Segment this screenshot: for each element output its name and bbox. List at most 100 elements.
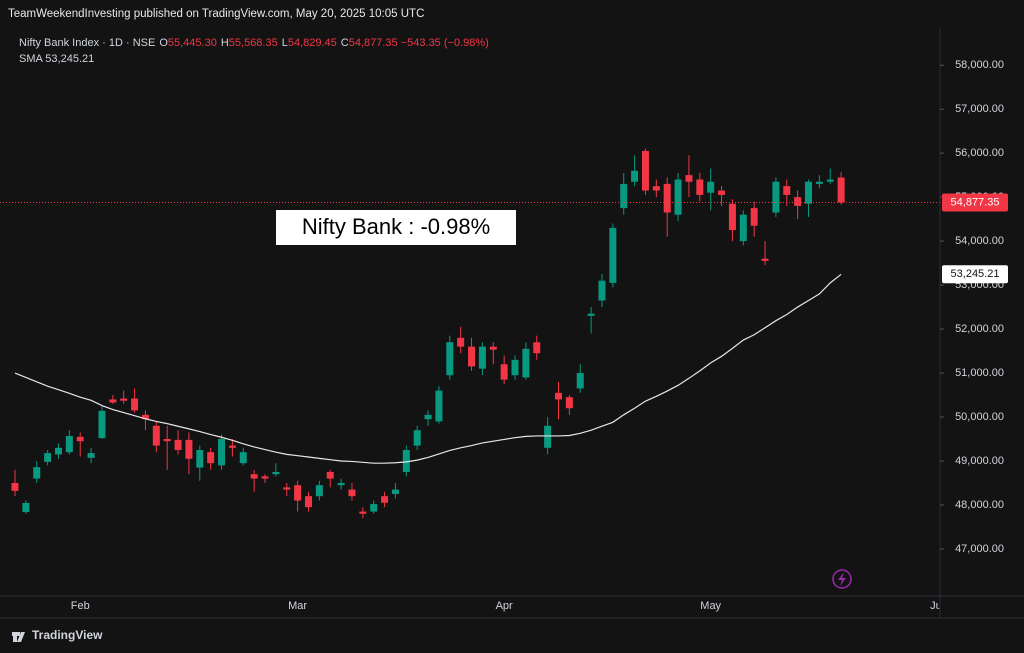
candle-body [620, 183, 628, 209]
candle-body [489, 346, 497, 350]
sma-value: 53,245.21 [45, 53, 95, 65]
y-tick-label: 51,000.00 [955, 367, 1004, 379]
x-tick-label: Apr [496, 600, 513, 612]
candle-body [468, 346, 476, 367]
candle-body [370, 504, 378, 512]
brand: TradingView [32, 628, 103, 642]
candle-body [228, 445, 236, 448]
ohlc-value: 54,877.35 [348, 37, 398, 49]
candle-body [565, 397, 573, 409]
candle-body [315, 485, 323, 497]
candle-body [522, 348, 530, 378]
candle-body [413, 430, 421, 446]
ohlc-value: 55,445.30 [167, 37, 217, 49]
candle-body [837, 177, 845, 203]
candle-body [783, 186, 791, 195]
alert-icon-bolt [838, 572, 846, 586]
annotation: Nifty Bank : -0.98% [302, 214, 490, 239]
candle-body [207, 452, 215, 464]
candle-body [652, 186, 660, 191]
candle-body [794, 197, 802, 206]
candle-body [65, 435, 73, 453]
y-tick-label: 49,000.00 [955, 455, 1004, 467]
candle-body [728, 203, 736, 231]
x-tick-label: Mar [288, 600, 307, 612]
candle-body [826, 179, 834, 182]
candle-body [109, 399, 117, 403]
y-tick-label: 56,000.00 [955, 147, 1004, 159]
y-tick-label: 48,000.00 [955, 499, 1004, 511]
ohlc-value: 55,568.35 [228, 37, 278, 49]
candle-body [185, 439, 193, 459]
candle-body [805, 181, 813, 204]
candle-body [348, 489, 356, 497]
candle-body [163, 438, 171, 442]
candle-body [141, 414, 149, 420]
candle-body [391, 489, 399, 494]
candle-body [174, 439, 182, 450]
legend-row: Nifty Bank Index · 1D · NSE O55,445.30 H55… [19, 35, 489, 51]
sma-tag-label: 53,245.21 [951, 268, 1000, 280]
candle-body [44, 453, 52, 462]
sma-name: SMA [19, 53, 43, 65]
candle-body [294, 485, 302, 501]
ohlc: O55,445.30 H55,568.35 L54,829.45 C54,877.35 [155, 37, 397, 49]
candle-body [631, 170, 639, 182]
candle-body [120, 398, 128, 401]
candle-body [359, 511, 367, 514]
candle-body [22, 502, 30, 513]
candle-body [131, 398, 139, 411]
candle-body [598, 280, 606, 301]
candle-body [555, 392, 562, 400]
symbol: Nifty Bank Index · 1D · NSE [19, 37, 156, 49]
candle-body [326, 471, 334, 479]
candle-body [261, 476, 269, 479]
ohlc-key: O [159, 37, 168, 49]
y-tick-label: 47,000.00 [955, 543, 1004, 555]
candle-body [718, 190, 726, 195]
candle-body [272, 471, 280, 475]
candle-body [761, 258, 769, 261]
candle-body [533, 342, 541, 354]
candle-body [544, 425, 552, 448]
candle-body [87, 453, 95, 458]
plot: Feb Mar Apr May Jun [0, 148, 948, 612]
candle-body [33, 467, 41, 479]
ohlc-key: C [340, 37, 349, 49]
candle-body [707, 181, 715, 193]
legend-row: SMA 53,245.21 [19, 51, 489, 67]
candle-body [304, 496, 312, 508]
candle-body [772, 181, 780, 213]
y-tick-label: 50,000.00 [955, 411, 1004, 423]
candle-body [196, 449, 204, 468]
candle-body [750, 208, 758, 226]
candle-body [457, 337, 465, 347]
candle-body [500, 364, 508, 380]
y-tick-label: 58,000.00 [955, 59, 1004, 71]
candle-body [402, 449, 410, 472]
candle-body [609, 227, 617, 283]
candle-body [478, 346, 486, 369]
candle-body [641, 150, 649, 191]
candle-body [696, 179, 704, 195]
candle-body [283, 487, 291, 490]
legend: Nifty Bank Index · 1D · NSE O55,445.30 H55… [19, 35, 489, 67]
candle-body [98, 410, 106, 439]
candle-body [815, 181, 823, 184]
alert-icon[interactable] [832, 569, 852, 589]
annotation-box [276, 210, 516, 245]
last-price-label: 54,877.35 [951, 196, 1000, 208]
candle-body [54, 447, 62, 455]
sma-tag [942, 265, 1008, 284]
candle-body [337, 482, 345, 486]
candle-body [663, 183, 671, 213]
candle-body [239, 452, 247, 464]
footer: TradingView [10, 628, 102, 642]
candle-body [739, 214, 747, 242]
y-tick-label: 54,000.00 [955, 235, 1004, 247]
candle-body [250, 474, 258, 479]
y-tick-label: 52,000.00 [955, 323, 1004, 335]
publish-header: TeamWeekendInvesting published on Tradin… [8, 8, 425, 20]
